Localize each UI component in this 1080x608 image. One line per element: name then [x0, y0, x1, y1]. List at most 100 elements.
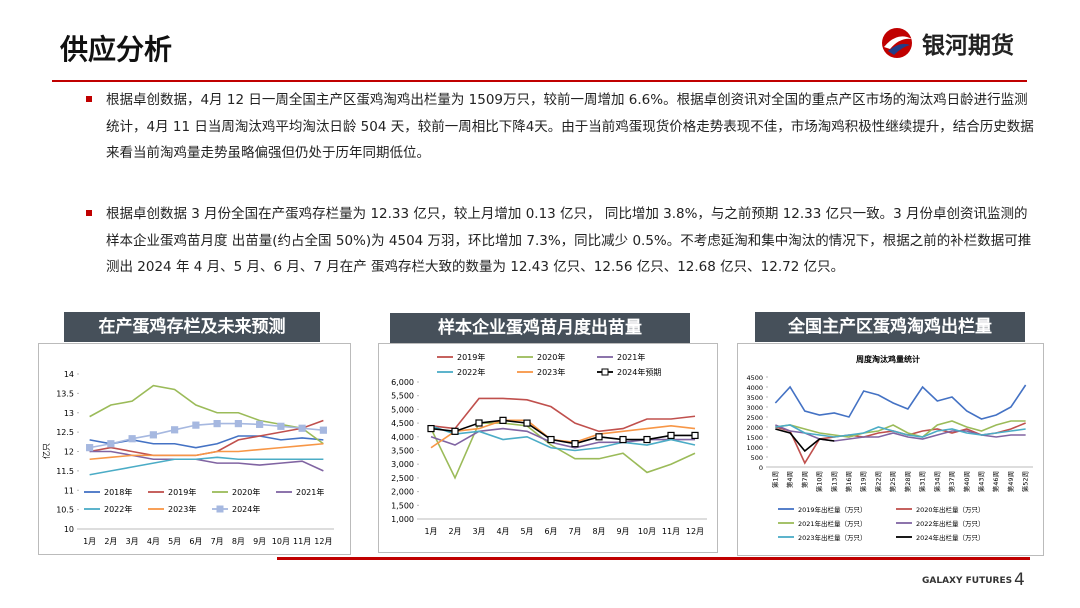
series-line [430, 419, 695, 445]
x-tick-label: 7月 [211, 537, 224, 546]
point-marker [319, 426, 327, 434]
logo-text: 银河期货 [922, 33, 1014, 59]
chart-subtitle: 周度淘汰鸡量统计 [856, 354, 920, 364]
x-tick-label: 11月 [293, 537, 311, 546]
x-tick-label: 第34周 [932, 471, 941, 492]
y-tick-label: 1500 [746, 434, 763, 442]
y-tick-label: 3,500 [391, 447, 414, 456]
point-marker [523, 419, 531, 427]
legend-label: 2023年 [168, 504, 196, 514]
y-tick-label: 11 [64, 486, 74, 495]
legend-marker [601, 368, 609, 376]
x-tick-label: 2月 [448, 527, 461, 536]
series-line [89, 456, 324, 476]
point-marker [234, 419, 242, 428]
x-tick-label: 第31周 [918, 471, 927, 492]
y-tick-label: 10 [64, 525, 74, 534]
x-tick-label: 10月 [638, 527, 656, 536]
legend-label: 2022年出栏量（万只） [916, 519, 985, 528]
header-rule [52, 80, 1027, 82]
legend-label: 2018年 [104, 487, 132, 497]
point-marker [171, 426, 179, 434]
x-tick-label: 第49周 [1006, 471, 1015, 492]
x-tick-label: 11月 [662, 527, 680, 536]
x-tick-label: 第46周 [991, 471, 1000, 492]
series-line [89, 450, 324, 472]
y-tick-label: 14 [64, 370, 74, 379]
series-line [430, 422, 696, 480]
y-tick-label: 11.5 [56, 467, 74, 476]
point-marker [128, 435, 136, 443]
legend-label: 2023年出栏量（万只） [798, 533, 867, 542]
point-marker [277, 422, 285, 430]
y-tick-label: 12 [64, 448, 74, 457]
legend-label: 2021年 [296, 487, 324, 497]
y-tick-label: 2500 [746, 414, 763, 422]
point-marker [213, 419, 221, 428]
chart-title: 在产蛋鸡存栏及未来预测 [64, 312, 320, 342]
x-tick-label: 4月 [147, 537, 160, 546]
series-line [89, 435, 324, 449]
x-tick-label: 1月 [424, 527, 437, 536]
point-marker [619, 435, 627, 444]
y-tick-label: 10.5 [56, 506, 74, 515]
chart-frame: 周度淘汰鸡量统计 0 500 1000 1500 2000 2500 3000 3500 4000… [737, 343, 1044, 556]
legend-label: 2019年 [168, 487, 196, 497]
x-tick-label: 第19周 [859, 471, 868, 492]
x-tick-label: 第7周 [800, 471, 809, 488]
series-line [775, 428, 835, 453]
x-tick-label: 3月 [126, 537, 139, 546]
y-tick-label: 4500 [746, 374, 763, 382]
series-line [775, 424, 1026, 438]
y-tick-label: 13.5 [56, 389, 74, 398]
x-tick-label: 1月 [83, 537, 96, 546]
point-marker [595, 433, 603, 441]
y-tick-label: 4,500 [391, 419, 414, 428]
legend-label: 2024年 [232, 504, 260, 514]
x-tick-label: 3月 [472, 527, 485, 536]
legend-label: 2021年出栏量（万只） [798, 519, 867, 528]
legend-marker [216, 505, 224, 513]
x-tick-label: 第13周 [829, 471, 838, 492]
x-tick-label: 9月 [616, 527, 629, 536]
y-axis-label: 亿只 [41, 443, 51, 459]
point-marker [256, 420, 264, 428]
y-tick-label: 12.5 [56, 428, 74, 437]
x-tick-label: 第37周 [947, 471, 956, 492]
page-number: 4 [1014, 570, 1025, 590]
legend-label: 2020年出栏量（万只） [916, 505, 985, 514]
x-tick-label: 8月 [592, 527, 605, 536]
point-marker [571, 440, 579, 448]
x-tick-label: 10月 [272, 537, 290, 546]
point-marker [451, 427, 459, 435]
point-marker [691, 431, 699, 440]
footer-rule [277, 557, 1030, 560]
chart-title: 样本企业蛋鸡苗月度出苗量 [390, 313, 690, 343]
x-tick-label: 4月 [496, 527, 509, 536]
y-tick-label: 3000 [746, 404, 763, 412]
point-marker [547, 435, 555, 444]
legend-label: 2022年 [104, 504, 132, 514]
legend-label: 2022年 [457, 367, 485, 377]
page-title: 供应分析 [60, 33, 173, 66]
legend-label: 2021年 [617, 352, 645, 362]
x-tick-label: 12月 [686, 527, 704, 536]
legend-label: 2024年预期 [617, 367, 661, 377]
chart: 亿只 10 10.5 11 11.5 12 12.5 13 13.5 14 1月 2月 3月 4月 5月 6月… [41, 370, 334, 546]
point-marker [499, 416, 507, 424]
y-tick-label: 5,000 [391, 405, 414, 414]
x-tick-label: 第52周 [1021, 471, 1030, 492]
logo: 银河期货 [878, 26, 1014, 60]
y-tick-label: 3,000 [391, 460, 414, 469]
series-line [775, 420, 1026, 438]
x-tick-label: 7月 [568, 527, 581, 536]
point-marker [667, 431, 675, 440]
point-marker [643, 435, 651, 444]
y-tick-label: 2,000 [391, 488, 414, 497]
legend-label: 2019年 [457, 352, 485, 362]
bullet-text: 根据卓创数据，4月 12 日一周全国主产区蛋鸡淘鸡出栏量为 1509万只，较前一… [86, 87, 1036, 167]
y-tick-label: 1000 [746, 444, 763, 452]
chart-frame: 1,000 1,500 2,000 2,500 3,000 3,500 4,000 4,500… [378, 343, 718, 553]
point-marker [298, 424, 306, 432]
